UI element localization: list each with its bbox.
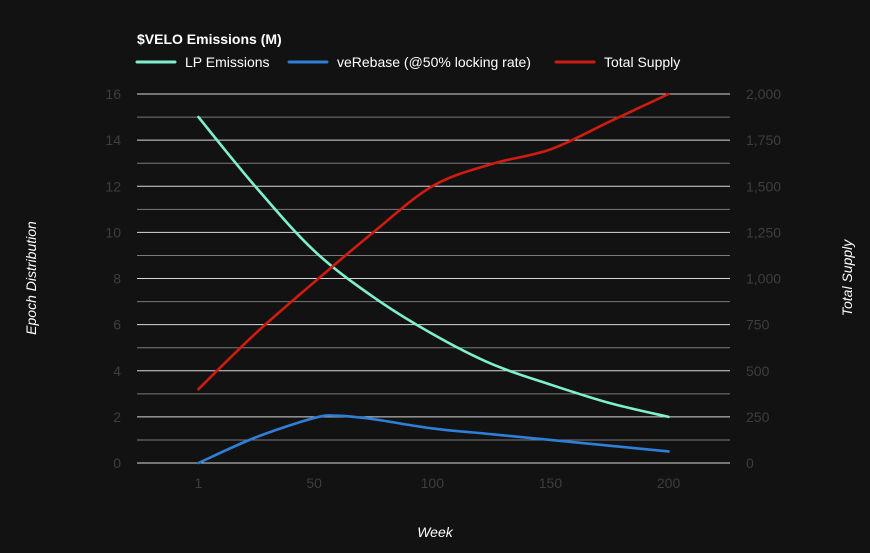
x-tick-label: 150 bbox=[539, 475, 563, 491]
left-tick-label: 16 bbox=[105, 86, 121, 102]
legend-item-lp-emissions: LP Emissions bbox=[135, 54, 270, 70]
series-group bbox=[197, 92, 670, 465]
x-tick-label: 100 bbox=[421, 475, 445, 491]
chart-title: $VELO Emissions (M) bbox=[137, 31, 282, 47]
left-axis-ticks: 0 2 4 6 8 10 12 14 16 bbox=[105, 86, 121, 471]
x-tick-label: 50 bbox=[306, 475, 322, 491]
left-tick-label: 14 bbox=[105, 132, 121, 148]
right-tick-label: 500 bbox=[746, 363, 770, 379]
right-tick-label: 250 bbox=[746, 409, 770, 425]
legend-item-verebase: veRebase (@50% locking rate) bbox=[287, 54, 531, 70]
right-tick-label: 750 bbox=[746, 317, 770, 333]
legend-label: Total Supply bbox=[604, 54, 680, 70]
legend-label: LP Emissions bbox=[185, 54, 270, 70]
right-tick-label: 0 bbox=[746, 455, 754, 471]
legend-label: veRebase (@50% locking rate) bbox=[337, 54, 531, 70]
series-line-verebase bbox=[197, 414, 670, 465]
left-tick-label: 12 bbox=[105, 178, 121, 194]
left-tick-label: 0 bbox=[113, 455, 121, 471]
left-tick-label: 10 bbox=[105, 224, 121, 240]
left-tick-label: 6 bbox=[113, 317, 121, 333]
right-axis-ticks: 0 250 500 750 1,000 1,250 1,500 1,750 2,000 bbox=[746, 86, 781, 471]
left-tick-label: 4 bbox=[113, 363, 121, 379]
grid bbox=[137, 93, 730, 464]
x-tick-label: 1 bbox=[195, 475, 203, 491]
series-line-total-supply bbox=[197, 92, 670, 391]
right-tick-label: 1,750 bbox=[746, 132, 781, 148]
right-axis-title: Total Supply bbox=[839, 239, 855, 317]
x-tick-label: 200 bbox=[657, 475, 681, 491]
right-tick-label: 2,000 bbox=[746, 86, 781, 102]
x-axis-ticks: 1 50 100 150 200 bbox=[195, 475, 681, 491]
right-tick-label: 1,250 bbox=[746, 224, 781, 240]
right-tick-label: 1,000 bbox=[746, 271, 781, 287]
series-line-lp-emissions bbox=[197, 115, 670, 419]
legend-item-total-supply: Total Supply bbox=[554, 54, 680, 70]
right-tick-label: 1,500 bbox=[746, 178, 781, 194]
x-axis-title: Week bbox=[417, 524, 454, 540]
left-tick-label: 8 bbox=[113, 271, 121, 287]
legend: LP Emissions veRebase (@50% locking rate)… bbox=[135, 54, 680, 70]
left-axis-title: Epoch Distribution bbox=[23, 221, 39, 335]
left-tick-label: 2 bbox=[113, 409, 121, 425]
